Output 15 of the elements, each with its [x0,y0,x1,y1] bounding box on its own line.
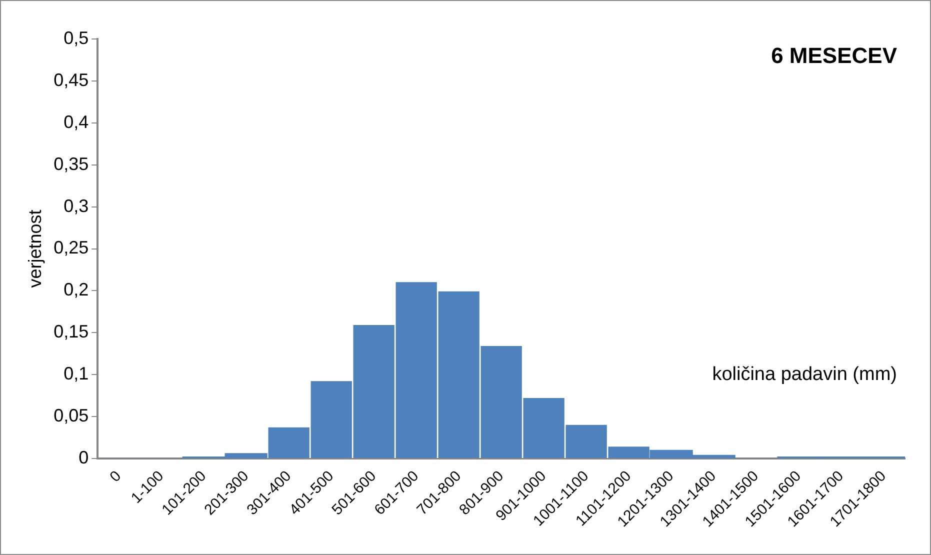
chart-title: 6 MESECEV [771,43,898,68]
x-axis-title: količina padavin (mm) [712,364,897,385]
y-tick-label: 0,05 [54,406,89,426]
y-tick-label: 0,3 [64,196,89,216]
y-tick-label: 0 [78,448,89,468]
y-tick-label: 0,25 [54,238,89,258]
y-tick-label: 0,5 [64,28,89,48]
y-tick-label: 0,35 [54,154,89,174]
x-tick-label: 0 [106,468,125,486]
y-tick-label: 0,1 [64,364,89,384]
y-axis-title: verjetnost [24,210,45,288]
y-tick-label: 0,4 [64,112,89,132]
y-tick-label: 0,2 [64,280,89,300]
y-tick-label: 0,15 [54,322,89,342]
y-tick-label: 0,45 [54,70,89,90]
